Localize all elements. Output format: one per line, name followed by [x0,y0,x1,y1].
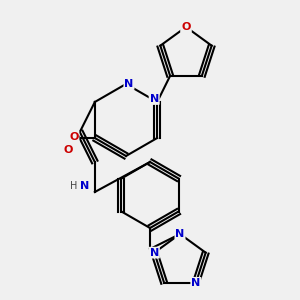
Text: N: N [124,79,134,89]
Text: O: O [69,131,79,142]
Text: N: N [176,229,184,239]
Text: O: O [181,22,191,32]
Text: N: N [191,278,200,288]
Text: N: N [150,94,159,104]
Text: N: N [150,248,159,258]
Text: O: O [63,145,73,155]
Text: N: N [80,181,89,191]
Text: H: H [70,181,77,191]
